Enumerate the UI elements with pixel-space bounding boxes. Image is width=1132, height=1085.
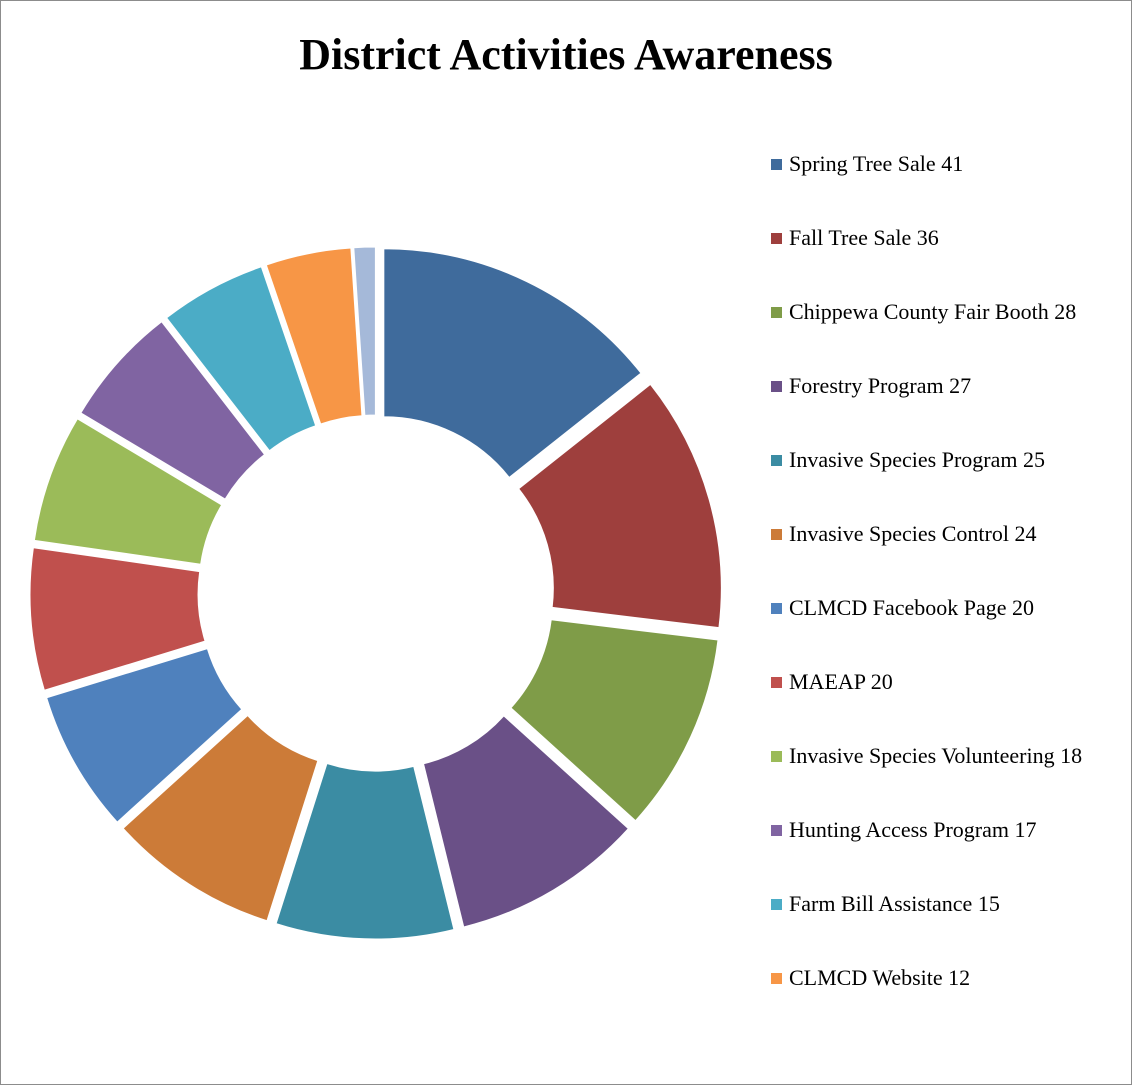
slice: [518, 383, 722, 629]
legend-name: CLMCD Website: [789, 965, 943, 990]
legend-name: MAEAP: [789, 669, 866, 694]
legend-value: 36: [916, 225, 939, 250]
slice: [165, 266, 317, 452]
legend-entry: Forestry Program 27: [771, 370, 1111, 402]
legend-name: Forestry Program: [789, 373, 944, 398]
legend-label: Invasive Species Volunteering 18: [789, 740, 1111, 772]
legend-swatch: [771, 307, 782, 318]
legend-entry: Chippewa County Fair Booth 28: [771, 296, 1111, 328]
legend-swatch: [771, 455, 782, 466]
slice: [353, 246, 376, 416]
legend-label: Chippewa County Fair Booth 28: [789, 296, 1111, 328]
legend-swatch: [771, 233, 782, 244]
legend-name: Fall Tree Sale: [789, 225, 912, 250]
legend-name: CLMCD Facebook Page: [789, 595, 1007, 620]
legend-name: Invasive Species Volunteering: [789, 743, 1055, 768]
legend-label: Invasive Species Control 24: [789, 518, 1111, 550]
slice: [510, 619, 719, 822]
legend-swatch: [771, 973, 782, 984]
slice: [33, 418, 223, 565]
legend-value: 41: [941, 151, 964, 176]
legend-swatch: [771, 825, 782, 836]
legend-name: Hunting Access Program: [789, 817, 1009, 842]
legend-label: Hunting Access Program 17: [789, 814, 1111, 846]
legend-label: MAEAP 20: [789, 666, 1111, 698]
legend-name: Invasive Species Program: [789, 447, 1018, 472]
legend-value: 28: [1054, 299, 1077, 324]
legend-entry: Invasive Species Volunteering 18: [771, 740, 1111, 772]
legend-swatch: [771, 899, 782, 910]
slice: [46, 648, 243, 823]
legend-name: Spring Tree Sale: [789, 151, 936, 176]
legend-name: Chippewa County Fair Booth: [789, 299, 1049, 324]
slice: [422, 715, 630, 928]
plot: [29, 246, 722, 940]
legend-entry: CLMCD Website 12: [771, 962, 1111, 994]
legend-value: 20: [870, 669, 893, 694]
legend-entry: Hunting Access Program 17: [771, 814, 1111, 846]
legend-name: Invasive Species Control: [789, 521, 1009, 546]
legend-entry: Invasive Species Control 24: [771, 518, 1111, 550]
legend-label: CLMCD Website 12: [789, 962, 1111, 994]
slice: [275, 762, 455, 940]
legend-value: 15: [977, 891, 1000, 916]
legend-swatch: [771, 381, 782, 392]
legend-label: Invasive Species Program 25: [789, 444, 1111, 476]
slice: [29, 547, 206, 691]
legend-entry: Invasive Species Program 25: [771, 444, 1111, 476]
legend-value: 24: [1014, 521, 1037, 546]
legend-label: Spring Tree Sale 41: [789, 148, 1111, 180]
legend-swatch: [771, 603, 782, 614]
chart-title: District Activities Awareness: [299, 30, 833, 79]
legend-label: Farm Bill Assistance 15: [789, 888, 1111, 920]
legend-entry: Fall Tree Sale 36: [771, 222, 1111, 254]
legend-value: 12: [948, 965, 971, 990]
slice: [122, 714, 319, 922]
slice: [383, 248, 642, 479]
legend-swatch: [771, 529, 782, 540]
legend-name: Farm Bill Assistance: [789, 891, 973, 916]
legend-swatch: [771, 677, 782, 688]
legend-label: CLMCD Facebook Page 20: [789, 592, 1111, 624]
legend-value: 18: [1060, 743, 1083, 768]
slice: [265, 247, 363, 425]
legend-swatch: [771, 751, 782, 762]
legend-entry: Spring Tree Sale 41: [771, 148, 1111, 180]
legend-label: Fall Tree Sale 36: [789, 222, 1111, 254]
legend-entry: MAEAP 20: [771, 666, 1111, 698]
legend-label: Forestry Program 27: [789, 370, 1111, 402]
slice: [80, 321, 266, 500]
legend-swatch: [771, 159, 782, 170]
legend-value: 25: [1023, 447, 1045, 472]
legend-value: 20: [1012, 595, 1035, 620]
legend-value: 27: [949, 373, 972, 398]
legend-entry: Farm Bill Assistance 15: [771, 888, 1111, 920]
legend-entry: CLMCD Facebook Page 20: [771, 592, 1111, 624]
legend-value: 17: [1014, 817, 1037, 842]
